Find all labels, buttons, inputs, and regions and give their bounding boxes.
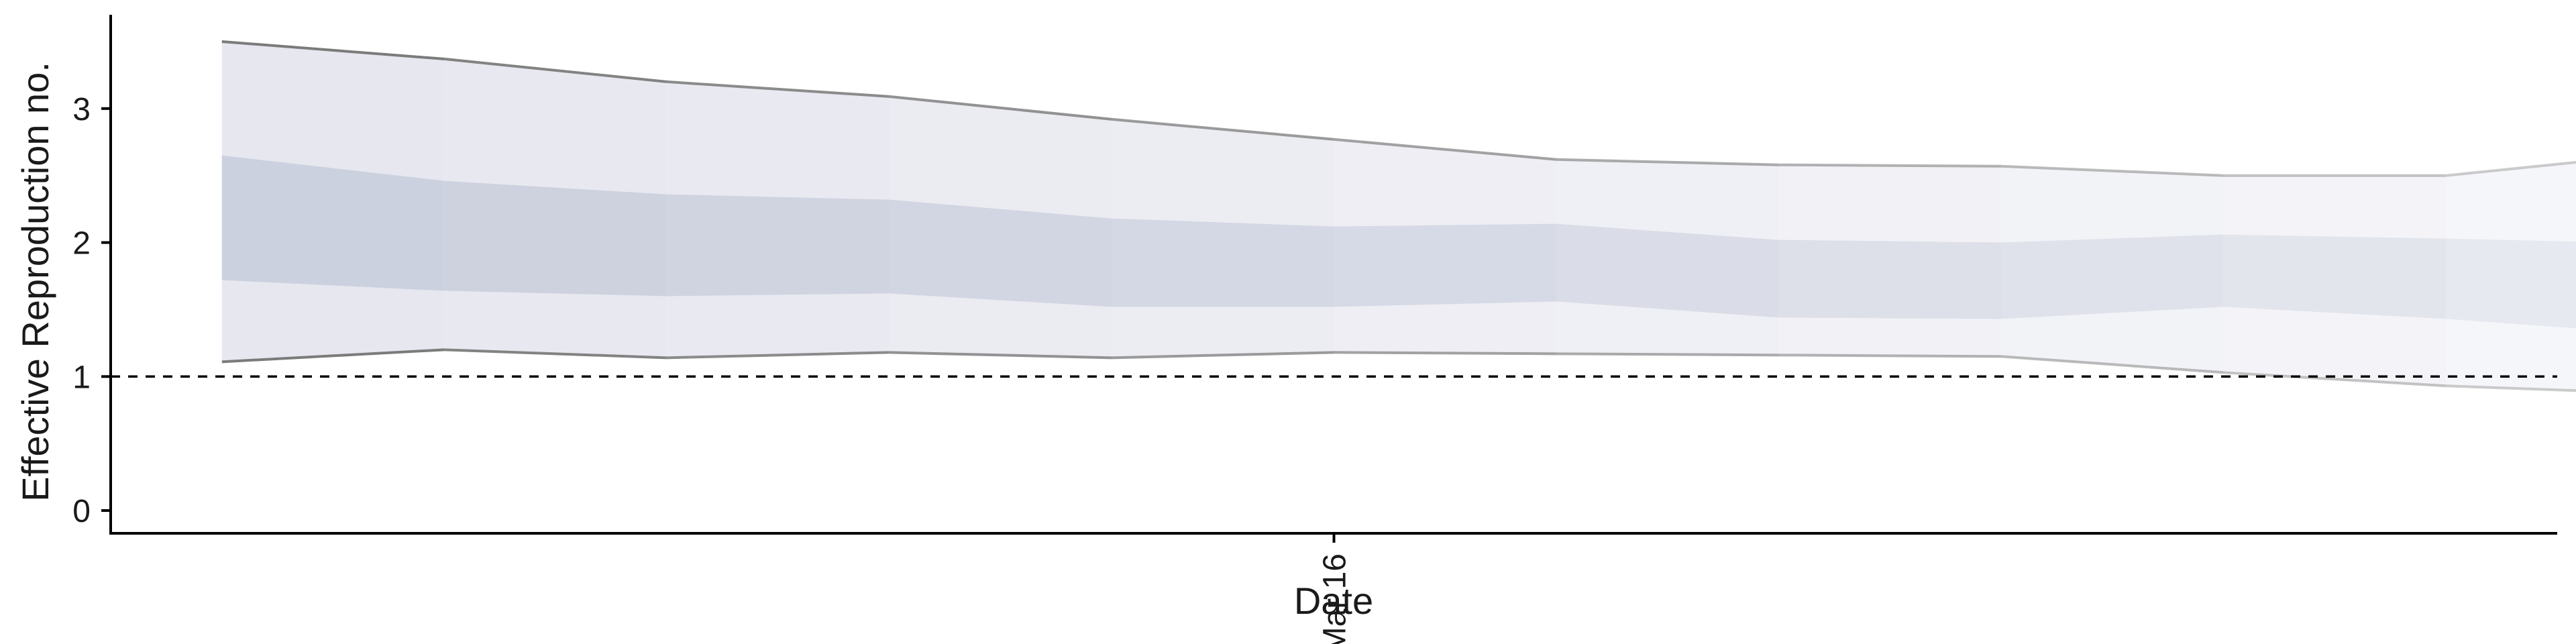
inner-band-segment: [2223, 234, 2447, 319]
inner-band-segment: [1111, 218, 1334, 307]
upper-bound-line-segment: [1778, 163, 2002, 168]
y-tick-label: 0: [72, 494, 91, 529]
lower-bound-line-segment: [1111, 351, 1334, 360]
x-axis-label: Date: [1294, 580, 1373, 622]
inner-band-segment: [444, 180, 667, 297]
inner-band-segment: [221, 155, 445, 291]
upper-bound-line-segment: [1556, 158, 1779, 166]
y-axis-label: Effective Reproduction no.: [14, 62, 56, 502]
upper-bound-line-segment: [1334, 138, 1557, 161]
lower-bound-line-segment: [2223, 371, 2447, 388]
upper-bound-line-segment: [221, 40, 445, 60]
outer-band-segment: [1778, 164, 2002, 357]
y-tick-label: 2: [72, 226, 91, 262]
lower-bound-line-segment: [889, 351, 1112, 360]
x-axis-ticks: Mar 16: [1318, 533, 1353, 644]
y-axis-ticks: 0 1 2 3: [72, 92, 111, 529]
upper-bound-line-segment: [2446, 160, 2576, 177]
interval-bound-lines: [221, 40, 2576, 392]
lower-bound-line-segment: [444, 348, 667, 360]
upper-bound-line-segment: [2001, 164, 2224, 177]
lower-bound-line-segment: [666, 351, 890, 360]
inner-band-segment: [2446, 238, 2576, 329]
inner-band-segment: [666, 194, 890, 297]
lower-bound-line-segment: [1778, 354, 2002, 358]
inner-band-segment: [1556, 223, 1779, 318]
x-tick-label: Mar 16: [1318, 553, 1353, 644]
inner-band-segment: [1334, 223, 1557, 307]
outer-band-segment: [2446, 162, 2576, 391]
inner-band-segment: [889, 199, 1112, 307]
lower-bound-line-segment: [1334, 351, 1557, 356]
credible-interval-bands: [221, 41, 2576, 391]
inner-band-segment: [1778, 239, 2002, 319]
outer-band-segment: [2223, 175, 2447, 386]
lower-bound-line-segment: [2000, 355, 2224, 374]
y-tick-label: 3: [72, 92, 91, 127]
lower-bound-line-segment: [2446, 384, 2576, 392]
lower-bound-line-segment: [221, 348, 445, 364]
inner-band-segment: [2001, 234, 2224, 319]
upper-bound-line-segment: [444, 57, 667, 83]
y-tick-label: 1: [72, 360, 91, 395]
upper-bound-line-segment: [1111, 117, 1334, 141]
lower-bound-line-segment: [1556, 352, 1779, 357]
upper-bound-line-segment: [889, 95, 1112, 121]
upper-bound-line-segment: [666, 80, 890, 98]
outer-band-segment: [2001, 166, 2224, 373]
